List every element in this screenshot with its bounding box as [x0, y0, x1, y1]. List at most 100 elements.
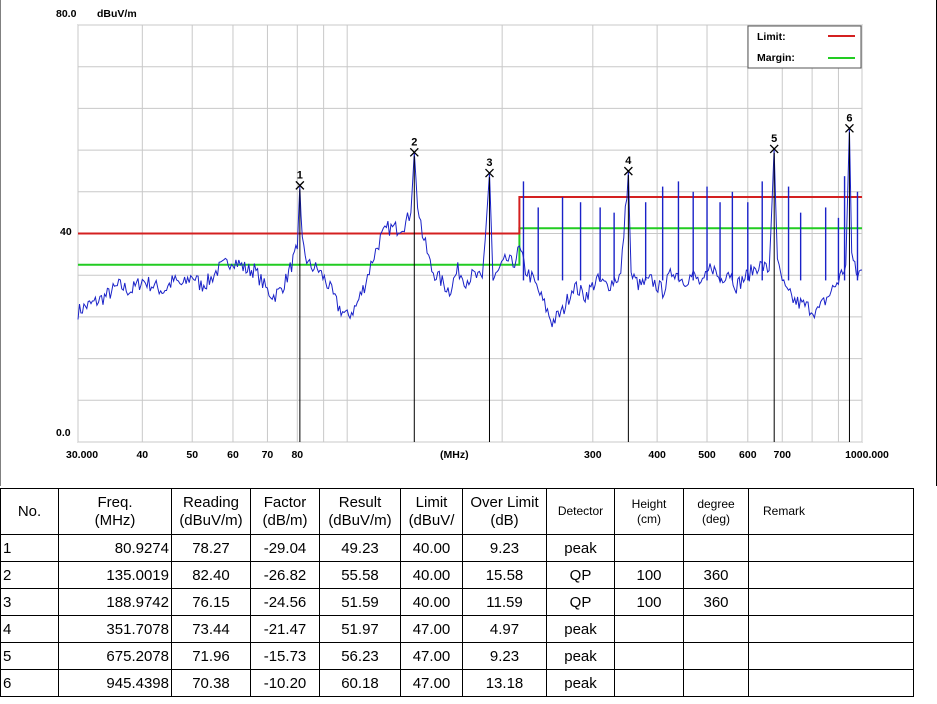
table-cell-degree	[683, 615, 749, 643]
table-cell-freq: 945.4398	[58, 669, 172, 697]
table-cell-remark	[748, 642, 914, 670]
table-cell-height	[614, 669, 684, 697]
table-cell-limit: 47.00	[400, 615, 463, 643]
y-mid-label: 40	[60, 226, 72, 238]
table-header-cell: Limit (dBuV/	[400, 488, 463, 535]
y-unit-label: dBuV/m	[97, 8, 137, 20]
marker-x	[485, 168, 494, 178]
table-cell-no: 3	[0, 588, 59, 616]
table-header-cell: Remark	[748, 488, 914, 535]
table-cell-degree	[683, 642, 749, 670]
legend: Limit: Margin:	[747, 25, 862, 69]
x-tick-label: 40	[136, 449, 148, 461]
y-bottom-label: 0.0	[56, 427, 71, 439]
table-header-row: No. Freq. (MHz) Reading (dBuV/m) Factor (dB/m)…	[0, 488, 914, 535]
table-body: 1 80.9274 78.27 -29.04 49.23 40.00 9.23 peak 2 13…	[0, 534, 914, 697]
table-cell-no: 4	[0, 615, 59, 643]
x-tick-label: 300	[584, 449, 602, 461]
table-cell-over: 15.58	[462, 561, 547, 589]
table-cell-limit: 40.00	[400, 588, 463, 616]
marker-x	[409, 147, 419, 157]
table-cell-degree	[683, 669, 749, 697]
marker-x	[769, 144, 779, 154]
x-tick-label: 50	[186, 449, 198, 461]
table-header-cell: No.	[0, 488, 59, 535]
legend-box	[747, 25, 862, 69]
table-cell-reading: 82.40	[171, 561, 251, 589]
marker-x	[295, 180, 305, 190]
table-cell-limit: 40.00	[400, 561, 463, 589]
table-cell-reading: 70.38	[171, 669, 251, 697]
table-header-cell: Result (dBuV/m)	[319, 488, 401, 535]
table-header-cell: Freq. (MHz)	[58, 488, 172, 535]
table-header-cell: Factor (dB/m)	[250, 488, 320, 535]
table-cell-no: 6	[0, 669, 59, 697]
table-cell-degree	[683, 534, 749, 562]
table-cell-freq: 80.9274	[58, 534, 172, 562]
table-cell-detector: peak	[546, 534, 615, 562]
table-cell-result: 60.18	[319, 669, 401, 697]
table-cell-no: 5	[0, 642, 59, 670]
table-cell-remark	[748, 561, 914, 589]
table-header-cell: degree (deg)	[683, 488, 749, 535]
x-tick-label: 80	[291, 449, 303, 461]
results-table: No. Freq. (MHz) Reading (dBuV/m) Factor (dB/m)…	[0, 488, 914, 697]
table-cell-height: 100	[614, 561, 684, 589]
table-row: 3 188.9742 76.15 -24.56 51.59 40.00 11.59 QP 100…	[0, 588, 914, 616]
table-cell-factor: -10.20	[250, 669, 320, 697]
table-cell-factor: -15.73	[250, 642, 320, 670]
table-cell-height	[614, 615, 684, 643]
table-cell-no: 2	[0, 561, 59, 589]
table-cell-detector: peak	[546, 642, 615, 670]
table-header-cell: Over Limit (dB)	[462, 488, 547, 535]
table-cell-over: 9.23	[462, 642, 547, 670]
table-cell-detector: QP	[546, 561, 615, 589]
emission-chart-panel: 1 2 3 4 5 6 80.0 dBuV/m 40 0.0 (MHz) 30.000 40…	[0, 0, 937, 486]
table-cell-over: 9.23	[462, 534, 547, 562]
x-tick-label: 1000.000	[845, 449, 889, 461]
marker-x	[844, 123, 854, 133]
x-tick-label: 500	[698, 449, 716, 461]
table-cell-no: 1	[0, 534, 59, 562]
marker-label: 4	[625, 155, 632, 167]
table-cell-detector: peak	[546, 615, 615, 643]
table-cell-factor: -21.47	[250, 615, 320, 643]
table-row: 2 135.0019 82.40 -26.82 55.58 40.00 15.58 QP 100…	[0, 561, 914, 589]
x-tick-label: 30.000	[66, 449, 98, 461]
marker-x	[623, 166, 633, 176]
emission-trace	[77, 128, 863, 328]
emission-chart: 1 2 3 4 5 6 80.0 dBuV/m 40 0.0 (MHz) 30.000 40…	[0, 0, 937, 486]
marker-label: 2	[411, 136, 417, 148]
table-cell-over: 13.18	[462, 669, 547, 697]
trace-line	[77, 128, 863, 328]
table-cell-result: 55.58	[319, 561, 401, 589]
table-cell-result: 56.23	[319, 642, 401, 670]
x-tick-label: 600	[739, 449, 757, 461]
marker-label: 6	[846, 112, 852, 124]
table-cell-result: 51.59	[319, 588, 401, 616]
table-row: 4 351.7078 73.44 -21.47 51.97 47.00 4.97 peak	[0, 615, 914, 643]
table-row: 6 945.4398 70.38 -10.20 60.18 47.00 13.18 peak	[0, 669, 914, 697]
legend-limit-label: Limit:	[757, 31, 786, 43]
x-tick-label: 60	[227, 449, 239, 461]
table-cell-limit: 47.00	[400, 642, 463, 670]
table-cell-height	[614, 642, 684, 670]
table-cell-detector: QP	[546, 588, 615, 616]
table-cell-reading: 73.44	[171, 615, 251, 643]
table-cell-remark	[748, 588, 914, 616]
table-cell-remark	[748, 534, 914, 562]
markers: 1 2 3 4 5 6	[295, 112, 854, 442]
table-cell-freq: 135.0019	[58, 561, 172, 589]
table-header-cell: Detector	[546, 488, 615, 535]
table-cell-result: 51.97	[319, 615, 401, 643]
table-cell-detector: peak	[546, 669, 615, 697]
table-cell-height	[614, 534, 684, 562]
table-cell-reading: 78.27	[171, 534, 251, 562]
table-cell-over: 4.97	[462, 615, 547, 643]
table-cell-degree: 360	[683, 588, 749, 616]
table-cell-height: 100	[614, 588, 684, 616]
table-cell-freq: 675.2078	[58, 642, 172, 670]
table-cell-over: 11.59	[462, 588, 547, 616]
table-cell-limit: 47.00	[400, 669, 463, 697]
table-row: 1 80.9274 78.27 -29.04 49.23 40.00 9.23 peak	[0, 534, 914, 562]
